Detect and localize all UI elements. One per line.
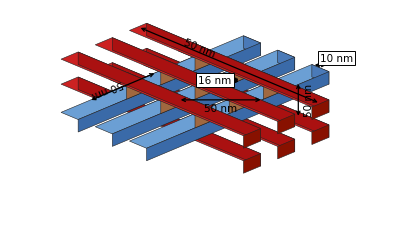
Text: 16 nm: 16 nm	[198, 76, 232, 86]
Polygon shape	[229, 59, 246, 78]
Polygon shape	[212, 71, 246, 86]
Polygon shape	[312, 125, 329, 145]
Polygon shape	[229, 94, 246, 114]
Polygon shape	[178, 114, 212, 128]
Polygon shape	[61, 78, 260, 161]
Polygon shape	[244, 129, 260, 148]
Polygon shape	[278, 115, 295, 134]
Text: 10 nm: 10 nm	[320, 54, 353, 64]
Polygon shape	[144, 71, 178, 86]
Polygon shape	[229, 100, 246, 119]
Polygon shape	[195, 80, 212, 100]
Polygon shape	[278, 140, 295, 159]
Polygon shape	[161, 87, 178, 107]
Polygon shape	[263, 73, 280, 93]
Polygon shape	[212, 59, 246, 73]
Polygon shape	[229, 71, 246, 91]
Polygon shape	[178, 102, 212, 116]
Polygon shape	[212, 87, 246, 102]
Polygon shape	[195, 57, 212, 76]
Polygon shape	[61, 53, 260, 136]
Polygon shape	[112, 38, 295, 127]
Polygon shape	[244, 154, 260, 173]
Polygon shape	[130, 24, 329, 108]
Polygon shape	[246, 86, 280, 100]
Polygon shape	[161, 59, 178, 78]
Polygon shape	[195, 121, 212, 141]
Polygon shape	[126, 86, 144, 105]
Polygon shape	[312, 100, 329, 120]
Polygon shape	[112, 63, 295, 152]
Polygon shape	[278, 51, 295, 70]
Polygon shape	[161, 107, 178, 126]
Polygon shape	[146, 24, 329, 113]
Polygon shape	[78, 53, 260, 142]
Polygon shape	[312, 65, 329, 85]
Polygon shape	[78, 44, 260, 133]
Polygon shape	[110, 86, 144, 100]
Polygon shape	[195, 102, 212, 121]
Polygon shape	[95, 38, 295, 122]
Polygon shape	[161, 100, 178, 119]
Polygon shape	[144, 100, 178, 114]
Polygon shape	[126, 93, 144, 112]
Polygon shape	[110, 73, 144, 87]
Polygon shape	[130, 49, 329, 133]
Polygon shape	[161, 71, 178, 91]
Polygon shape	[61, 37, 260, 120]
Polygon shape	[126, 80, 144, 100]
Polygon shape	[263, 80, 280, 100]
Polygon shape	[130, 65, 329, 148]
Polygon shape	[229, 87, 246, 107]
Polygon shape	[195, 86, 212, 105]
Polygon shape	[195, 93, 212, 112]
Polygon shape	[229, 107, 246, 126]
Polygon shape	[78, 78, 260, 166]
Polygon shape	[95, 63, 295, 147]
Text: 50 nm: 50 nm	[204, 104, 237, 113]
Polygon shape	[195, 64, 212, 83]
Text: 50 nm: 50 nm	[182, 38, 216, 60]
Polygon shape	[195, 73, 212, 93]
Polygon shape	[146, 49, 329, 138]
Polygon shape	[246, 73, 280, 87]
Polygon shape	[178, 86, 212, 100]
Polygon shape	[161, 66, 178, 86]
Polygon shape	[161, 94, 178, 114]
Polygon shape	[212, 100, 246, 114]
Polygon shape	[112, 58, 295, 147]
Polygon shape	[144, 59, 178, 73]
Polygon shape	[178, 57, 212, 71]
Text: 50 nm: 50 nm	[304, 84, 314, 117]
Polygon shape	[126, 73, 144, 93]
Polygon shape	[263, 93, 280, 112]
Polygon shape	[195, 114, 212, 134]
Polygon shape	[144, 87, 178, 102]
Polygon shape	[229, 66, 246, 86]
Polygon shape	[195, 52, 212, 71]
Polygon shape	[229, 78, 246, 98]
Polygon shape	[178, 44, 212, 59]
Polygon shape	[263, 86, 280, 105]
Polygon shape	[195, 44, 212, 64]
Polygon shape	[178, 73, 212, 87]
Polygon shape	[195, 109, 212, 128]
Text: 50 nm: 50 nm	[90, 78, 124, 100]
Polygon shape	[146, 72, 329, 161]
Polygon shape	[161, 78, 178, 98]
Polygon shape	[95, 51, 295, 134]
Polygon shape	[244, 37, 260, 56]
